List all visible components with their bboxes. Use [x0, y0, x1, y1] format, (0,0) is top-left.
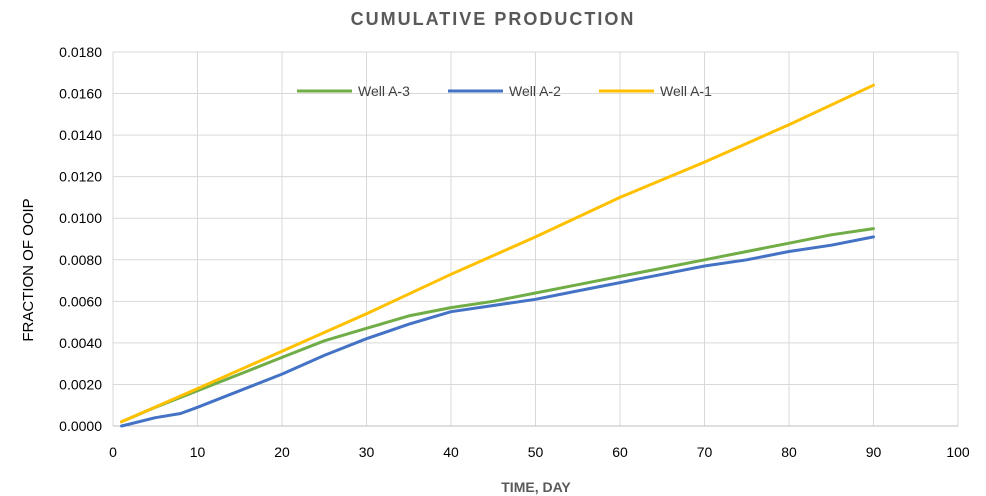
- x-tick-label: 10: [190, 444, 206, 460]
- y-axis-title: FRACTION OF OOIP: [20, 198, 37, 341]
- x-tick-label: 90: [866, 444, 882, 460]
- x-tick-label: 50: [528, 444, 544, 460]
- series-line-well-a-1: [120, 83, 875, 424]
- series-line-well-a-3: [120, 227, 875, 424]
- x-tick-label: 100: [946, 444, 970, 460]
- legend-label: Well A-3: [358, 83, 410, 99]
- legend: Well A-3 Well A-2 Well A-1: [297, 83, 712, 99]
- legend-label: Well A-2: [509, 83, 561, 99]
- series-lines: [120, 83, 875, 428]
- x-tick-label: 20: [274, 444, 290, 460]
- y-tick-label: 0.0080: [59, 252, 102, 268]
- x-axis-title: TIME, DAY: [501, 479, 571, 495]
- y-tick-label: 0.0160: [59, 86, 102, 102]
- x-tick-label: 80: [781, 444, 797, 460]
- y-tick-label: 0.0000: [59, 418, 102, 434]
- x-tick-label: 70: [697, 444, 713, 460]
- y-tick-label: 0.0040: [59, 335, 102, 351]
- x-tick-label: 60: [612, 444, 628, 460]
- legend-label: Well A-1: [660, 83, 712, 99]
- x-axis-ticks: 0 10 20 30 40 50 60 70 80 90 100: [109, 444, 970, 460]
- y-axis-ticks: 0.0000 0.0020 0.0040 0.0060 0.0080 0.0100 0.01…: [59, 44, 102, 434]
- y-tick-label: 0.0020: [59, 376, 102, 392]
- y-tick-label: 0.0120: [59, 169, 102, 185]
- x-tick-label: 30: [359, 444, 375, 460]
- gridlines: [112, 51, 959, 427]
- y-tick-label: 0.0100: [59, 210, 102, 226]
- y-tick-label: 0.0060: [59, 293, 102, 309]
- x-tick-label: 40: [443, 444, 459, 460]
- y-tick-label: 0.0180: [59, 44, 102, 60]
- x-tick-label: 0: [109, 444, 117, 460]
- y-tick-label: 0.0140: [59, 127, 102, 143]
- series-line-well-a-2: [120, 235, 875, 428]
- chart-title: CUMULATIVE PRODUCTION: [351, 9, 636, 29]
